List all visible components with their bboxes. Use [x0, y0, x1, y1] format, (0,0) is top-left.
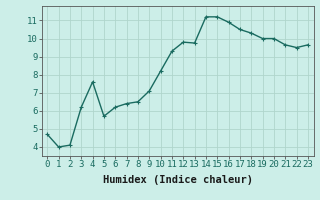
X-axis label: Humidex (Indice chaleur): Humidex (Indice chaleur) — [103, 175, 252, 185]
